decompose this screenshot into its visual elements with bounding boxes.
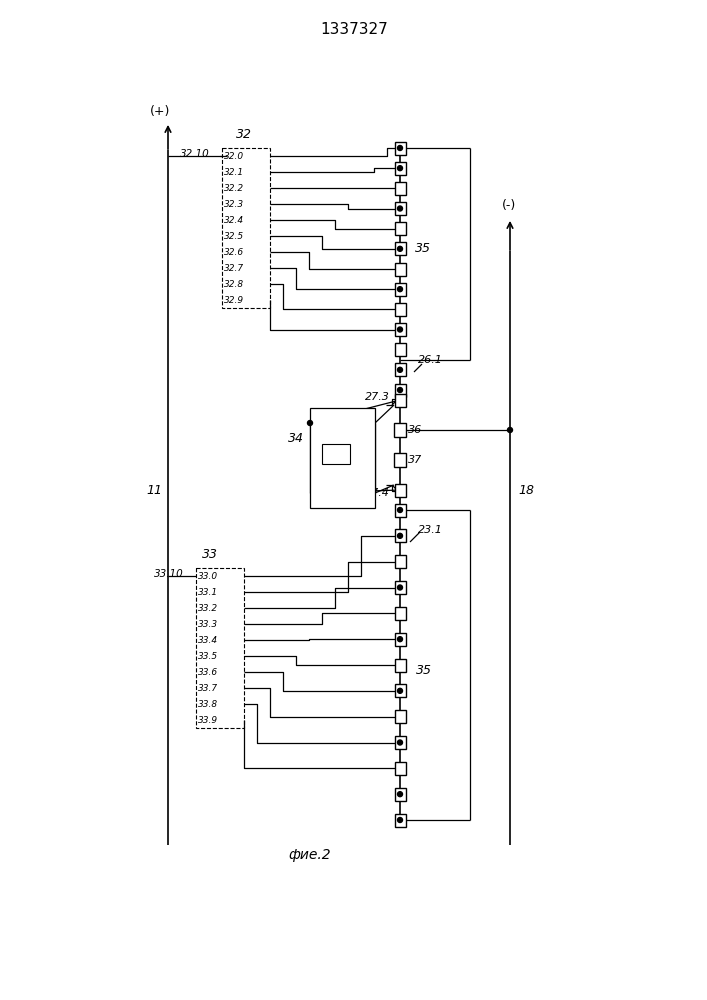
Circle shape — [397, 688, 402, 693]
Text: 36: 36 — [408, 425, 422, 435]
Text: 33.8: 33.8 — [198, 700, 218, 709]
Bar — [395, 202, 406, 215]
Bar — [395, 607, 406, 620]
Circle shape — [397, 145, 402, 150]
Text: 32.10: 32.10 — [180, 149, 210, 159]
Text: 37: 37 — [408, 455, 422, 465]
Bar — [395, 633, 406, 646]
Circle shape — [397, 367, 402, 372]
Circle shape — [397, 818, 402, 822]
Text: 32.2: 32.2 — [224, 184, 244, 193]
Text: 32.5: 32.5 — [224, 232, 244, 241]
Text: 33.0: 33.0 — [198, 572, 218, 581]
Bar — [395, 555, 406, 568]
Bar — [395, 162, 406, 175]
Bar — [395, 303, 406, 316]
Text: 1337327: 1337327 — [320, 22, 388, 37]
Bar — [395, 393, 406, 406]
Text: 33.1: 33.1 — [198, 588, 218, 597]
Bar — [395, 242, 406, 255]
Text: 32.4: 32.4 — [224, 216, 244, 225]
Bar — [395, 788, 406, 801]
Bar — [395, 814, 406, 826]
Text: (+): (+) — [150, 105, 170, 118]
Text: 33.3: 33.3 — [198, 620, 218, 629]
Text: 33.2: 33.2 — [198, 604, 218, 613]
Text: 34: 34 — [288, 432, 304, 444]
Circle shape — [397, 166, 402, 171]
Text: 32.0: 32.0 — [224, 152, 244, 161]
Text: 32.3: 32.3 — [224, 200, 244, 209]
Text: 26.1: 26.1 — [418, 355, 443, 365]
Text: 32.8: 32.8 — [224, 280, 244, 289]
Circle shape — [397, 387, 402, 392]
Circle shape — [397, 533, 402, 538]
Text: 23.1: 23.1 — [418, 525, 443, 535]
Circle shape — [397, 246, 402, 251]
Text: 33.4: 33.4 — [198, 636, 218, 645]
Circle shape — [397, 508, 402, 512]
Text: 27.4: 27.4 — [365, 488, 390, 498]
Bar — [395, 262, 406, 275]
Bar — [395, 141, 406, 154]
Bar — [222, 148, 270, 308]
Circle shape — [508, 428, 513, 432]
Circle shape — [397, 327, 402, 332]
Text: 18: 18 — [518, 484, 534, 496]
Bar — [395, 222, 406, 235]
Bar — [395, 762, 406, 775]
Text: 35: 35 — [416, 664, 432, 676]
Text: 32: 32 — [236, 128, 252, 141]
Text: 35: 35 — [415, 242, 431, 255]
Text: 32.7: 32.7 — [224, 264, 244, 273]
Text: (-): (-) — [502, 200, 516, 213]
Circle shape — [397, 792, 402, 797]
Bar — [310, 408, 375, 508]
Bar — [395, 343, 406, 356]
Bar — [395, 684, 406, 697]
Text: фие.2: фие.2 — [288, 848, 332, 862]
Bar — [395, 504, 406, 516]
Bar — [395, 658, 406, 672]
Circle shape — [397, 206, 402, 211]
Text: 33.9: 33.9 — [198, 716, 218, 725]
Text: 33.10: 33.10 — [154, 569, 184, 579]
Text: 33.7: 33.7 — [198, 684, 218, 693]
Text: 33.6: 33.6 — [198, 668, 218, 677]
Bar — [394, 453, 406, 467]
Bar — [395, 529, 406, 542]
Bar — [395, 363, 406, 376]
Bar — [395, 323, 406, 336]
Circle shape — [397, 585, 402, 590]
Bar — [395, 710, 406, 723]
Text: 11: 11 — [146, 484, 162, 496]
Text: 27.3: 27.3 — [365, 392, 390, 402]
Circle shape — [397, 740, 402, 745]
Bar — [322, 444, 350, 464]
Text: 33.5: 33.5 — [198, 652, 218, 661]
Bar — [395, 484, 406, 496]
Text: 32.9: 32.9 — [224, 296, 244, 305]
Bar — [196, 568, 244, 728]
Text: 32.1: 32.1 — [224, 168, 244, 177]
Bar — [395, 182, 406, 195]
Bar — [395, 383, 406, 396]
Bar — [394, 423, 406, 437]
Bar — [395, 283, 406, 296]
Text: 33: 33 — [202, 548, 218, 562]
Circle shape — [308, 420, 312, 426]
Text: 32.6: 32.6 — [224, 248, 244, 257]
Bar — [395, 736, 406, 749]
Circle shape — [397, 287, 402, 292]
Bar — [395, 581, 406, 594]
Circle shape — [397, 637, 402, 642]
